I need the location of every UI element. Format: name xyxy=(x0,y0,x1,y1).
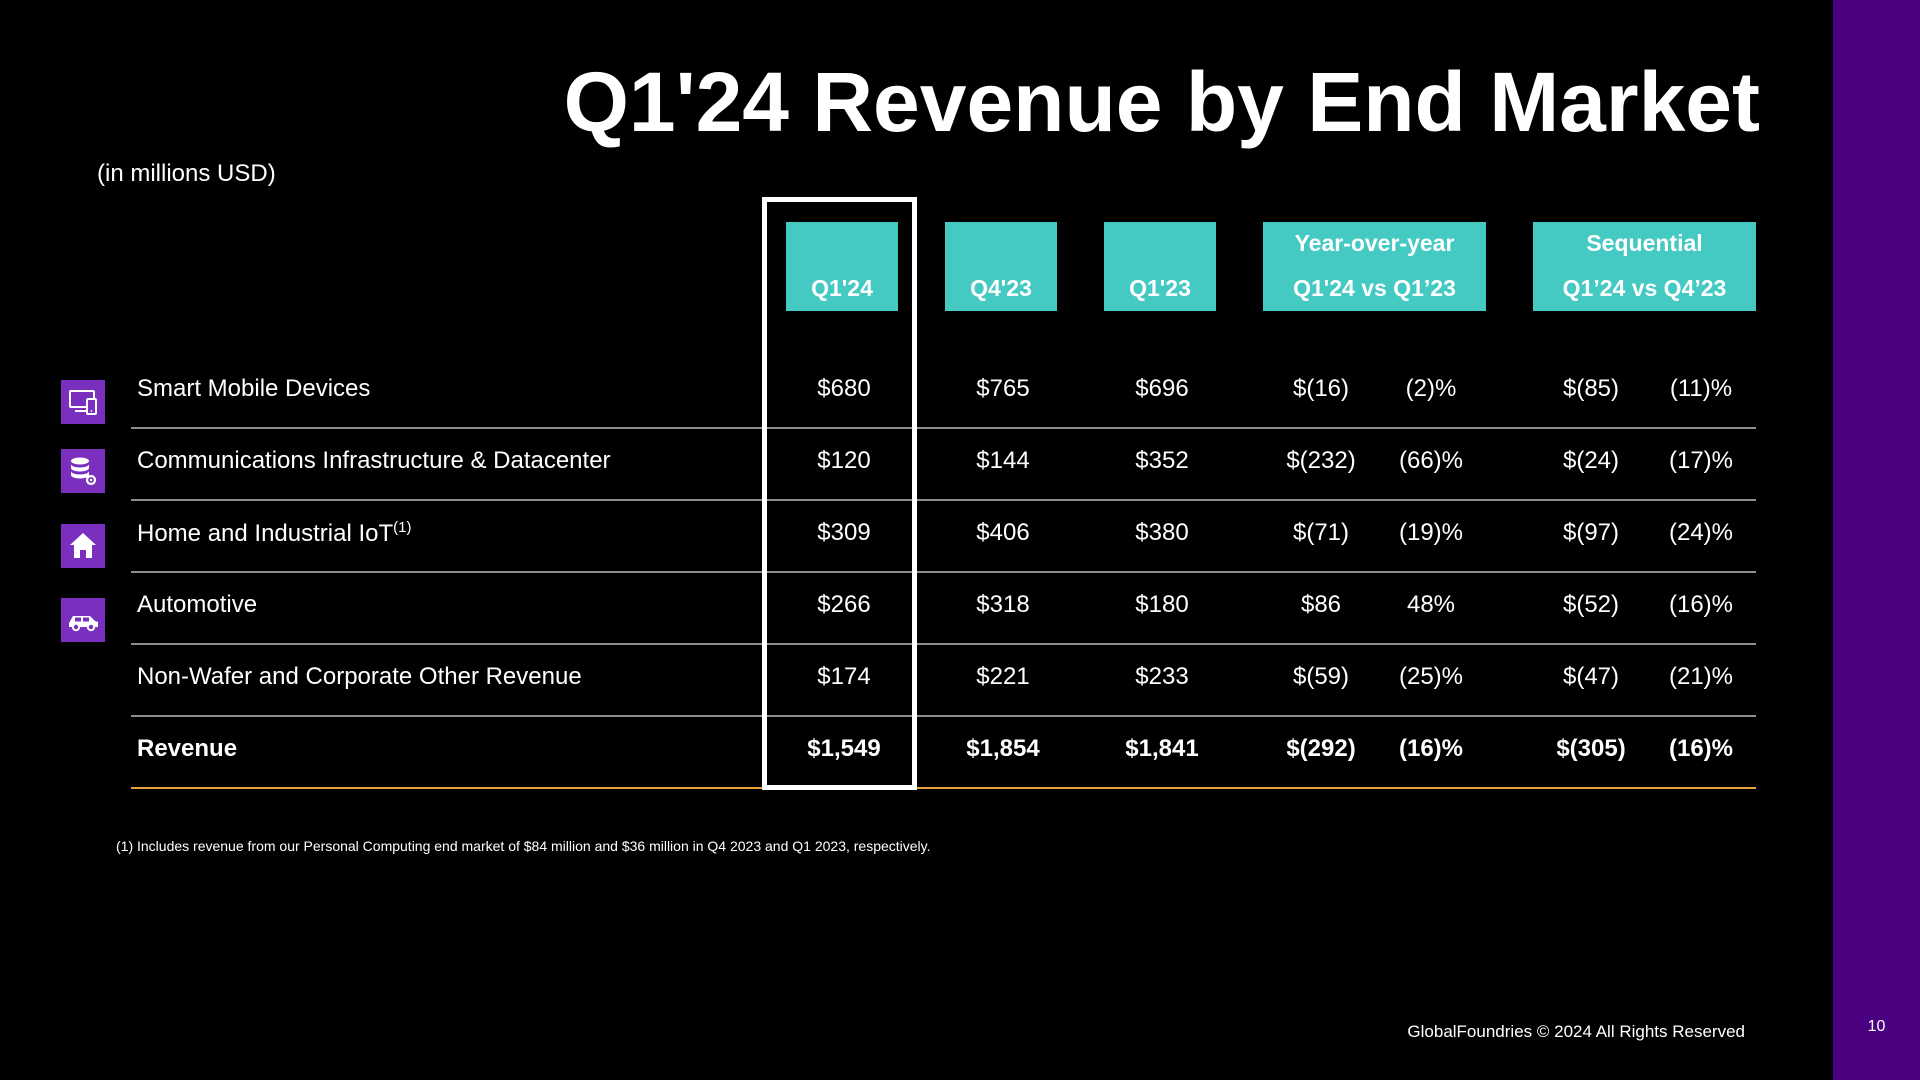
car-icon xyxy=(61,598,105,642)
cell-q4-23: $221 xyxy=(976,663,1030,690)
cell-q1-23: $696 xyxy=(1135,375,1189,402)
cell-q1-24: $680 xyxy=(817,375,871,402)
row-label-text: Smart Mobile Devices xyxy=(137,375,371,402)
row-label: Communications Infrastructure & Datacent… xyxy=(137,447,611,475)
mobile-devices-icon xyxy=(61,380,105,424)
cell-yoy-amount: $(16) xyxy=(1292,375,1350,402)
header-q1-23-line2: Q1'23 xyxy=(1129,275,1191,301)
cell-q1-23: $180 xyxy=(1135,591,1189,618)
cell-yoy-percent: (2)% xyxy=(1405,375,1457,402)
row-divider xyxy=(131,499,1756,501)
cell-q1-24: $120 xyxy=(817,447,871,474)
units-note: (in millions USD) xyxy=(97,160,276,187)
cell-seq-percent: (11)% xyxy=(1669,375,1733,402)
row-label-text: Communications Infrastructure & Datacent… xyxy=(137,447,611,474)
copyright: GlobalFoundries © 2024 All Rights Reserv… xyxy=(1407,1022,1745,1041)
header-sequential: Sequential Q1’24 vs Q4’23 xyxy=(1533,222,1756,311)
row-label-text: Automotive xyxy=(137,591,258,618)
row-label: Revenue xyxy=(137,735,237,763)
row-divider xyxy=(131,643,1756,645)
table-row: Automotive $266 $318 $180 $86 48% $(52) … xyxy=(0,571,1760,643)
table-row: Non-Wafer and Corporate Other Revenue $1… xyxy=(0,643,1760,715)
cell-q1-24: $1,549 xyxy=(807,735,881,762)
cell-seq-amount: $(52) xyxy=(1562,591,1620,618)
cell-q1-23: $352 xyxy=(1135,447,1189,474)
cell-q1-24: $309 xyxy=(817,519,871,546)
cell-q1-24: $174 xyxy=(817,663,871,690)
cell-q4-23: $765 xyxy=(976,375,1030,402)
cell-seq-percent: (24)% xyxy=(1668,519,1734,546)
row-label: Smart Mobile Devices xyxy=(137,375,370,403)
home-icon xyxy=(61,524,105,568)
cell-q4-23: $406 xyxy=(976,519,1030,546)
header-seq-line2: Q1’24 vs Q4’23 xyxy=(1562,275,1727,301)
table-row: Smart Mobile Devices $680 $765 $696 $(16… xyxy=(0,355,1760,427)
header-yoy-line2: Q1'24 vs Q1’23 xyxy=(1293,275,1456,301)
header-year-over-year: Year-over-year Q1'24 vs Q1’23 xyxy=(1263,222,1486,311)
cell-q1-24: $266 xyxy=(817,591,871,618)
cell-q1-23: $1,841 xyxy=(1125,735,1199,762)
row-label: Non-Wafer and Corporate Other Revenue xyxy=(137,663,582,691)
cell-yoy-percent: (25)% xyxy=(1398,663,1464,690)
cell-yoy-percent: (66)% xyxy=(1398,447,1464,474)
cell-seq-percent: (17)% xyxy=(1668,447,1734,474)
cell-q4-23: $318 xyxy=(976,591,1030,618)
total-divider xyxy=(131,787,1756,789)
row-divider xyxy=(131,571,1756,573)
cell-q1-23: $380 xyxy=(1135,519,1189,546)
cell-yoy-amount: $(232) xyxy=(1286,447,1356,474)
cell-yoy-percent: (19)% xyxy=(1398,519,1464,546)
header-q1-23: Q1'23 xyxy=(1104,222,1216,311)
cell-seq-percent: (16)% xyxy=(1668,735,1734,762)
cell-seq-amount: $(305) xyxy=(1556,735,1626,762)
cell-q1-23: $233 xyxy=(1135,663,1189,690)
slide-title: Q1'24 Revenue by End Market xyxy=(563,55,1760,149)
cell-seq-amount: $(24) xyxy=(1562,447,1620,474)
header-q4-23: Q4'23 xyxy=(945,222,1057,311)
row-label: Home and Industrial IoT(1) xyxy=(137,519,411,548)
header-q4-23-line2: Q4'23 xyxy=(970,275,1032,301)
row-label: Automotive xyxy=(137,591,257,619)
cell-seq-amount: $(85) xyxy=(1562,375,1620,402)
row-divider xyxy=(131,715,1756,717)
row-label-text: Revenue xyxy=(137,735,238,762)
cell-q4-23: $1,854 xyxy=(966,735,1040,762)
cell-seq-amount: $(97) xyxy=(1562,519,1620,546)
footnote-marker: (1) xyxy=(393,519,412,536)
cell-yoy-amount: $(71) xyxy=(1292,519,1350,546)
cell-seq-percent: (16)% xyxy=(1668,591,1734,618)
cell-yoy-amount: $(59) xyxy=(1292,663,1350,690)
cell-seq-percent: (21)% xyxy=(1668,663,1734,690)
footnote: (1) Includes revenue from our Personal C… xyxy=(116,838,931,854)
header-yoy-line1: Year-over-year xyxy=(1294,230,1455,256)
header-q1-24: Q1'24 xyxy=(786,222,898,311)
database-gear-icon xyxy=(61,449,105,493)
header-q1-24-line2: Q1'24 xyxy=(811,275,873,301)
total-row: Revenue $1,549 $1,854 $1,841 $(292) (16)… xyxy=(0,715,1760,787)
cell-yoy-percent: 48% xyxy=(1406,591,1456,618)
row-label-text: Non-Wafer and Corporate Other Revenue xyxy=(137,663,582,690)
header-seq-line1: Sequential xyxy=(1586,230,1703,256)
cell-seq-amount: $(47) xyxy=(1562,663,1620,690)
row-label-text: Home and Industrial IoT xyxy=(137,520,394,547)
row-divider xyxy=(131,427,1756,429)
cell-yoy-percent: (16)% xyxy=(1398,735,1464,762)
table-row: Communications Infrastructure & Datacent… xyxy=(0,427,1760,499)
cell-yoy-amount: $(292) xyxy=(1286,735,1356,762)
side-accent-bar xyxy=(1833,0,1920,1080)
cell-q4-23: $144 xyxy=(976,447,1030,474)
table-row: Home and Industrial IoT(1) $309 $406 $38… xyxy=(0,499,1760,571)
current-quarter-highlight xyxy=(762,197,917,790)
cell-yoy-amount: $86 xyxy=(1300,591,1342,618)
page-number: 10 xyxy=(1867,1018,1886,1035)
